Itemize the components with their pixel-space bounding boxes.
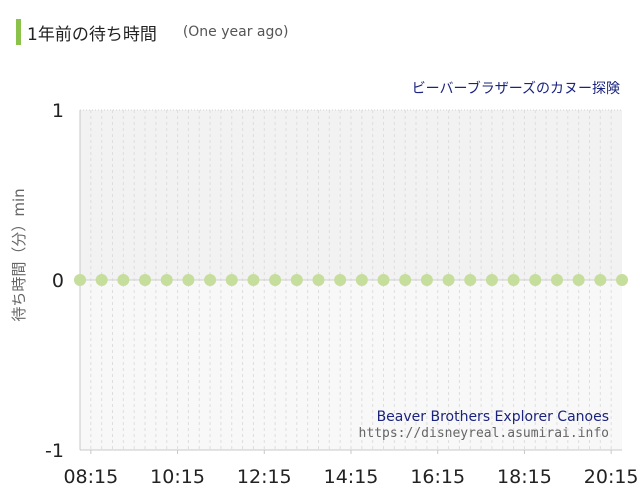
- data-point: [507, 274, 520, 286]
- data-point: [485, 274, 498, 286]
- data-point: [334, 274, 347, 286]
- data-point: [442, 274, 455, 286]
- attraction-name-ja: ビーバーブラザーズのカヌー探険: [412, 80, 620, 97]
- data-point: [269, 274, 282, 286]
- y-tick-label: 0: [52, 270, 64, 292]
- data-point: [464, 274, 477, 286]
- chart-header: 1年前の待ち時間 (One year ago): [16, 17, 288, 47]
- page-title: 1年前の待ち時間: [27, 24, 157, 45]
- data-point: [74, 274, 86, 286]
- source-url: https://disneyreal.asumirai.info: [359, 426, 609, 441]
- data-point: [290, 274, 303, 286]
- data-point: [160, 274, 173, 286]
- data-point: [247, 274, 260, 286]
- data-point: [572, 274, 585, 286]
- data-point: [204, 274, 217, 286]
- data-point: [95, 274, 108, 286]
- y-axis-title: 待ち時間（分）min: [10, 188, 28, 321]
- x-tick-label: 12:15: [237, 466, 292, 488]
- data-point: [594, 274, 607, 286]
- data-point: [529, 274, 542, 286]
- x-tick-label: 16:15: [410, 466, 465, 488]
- y-tick-label: 1: [52, 100, 64, 122]
- x-tick-label: 18:15: [497, 466, 552, 488]
- title-accent-bar: [16, 19, 21, 45]
- data-point: [182, 274, 195, 286]
- data-point: [355, 274, 368, 286]
- page-subtitle: (One year ago): [182, 24, 289, 40]
- x-tick-label: 08:15: [63, 466, 118, 488]
- x-tick-label: 14:15: [324, 466, 379, 488]
- x-tick-label: 20:15: [584, 466, 639, 488]
- data-point: [377, 274, 390, 286]
- data-point: [616, 274, 628, 286]
- data-point: [399, 274, 412, 286]
- data-point: [312, 274, 325, 286]
- data-point: [117, 274, 130, 286]
- x-tick-label: 10:15: [150, 466, 205, 488]
- y-tick-label: -1: [45, 440, 64, 462]
- data-point: [139, 274, 152, 286]
- data-point: [550, 274, 563, 286]
- data-point: [420, 274, 433, 286]
- attraction-name-en: Beaver Brothers Explorer Canoes: [377, 409, 609, 425]
- data-point: [225, 274, 238, 286]
